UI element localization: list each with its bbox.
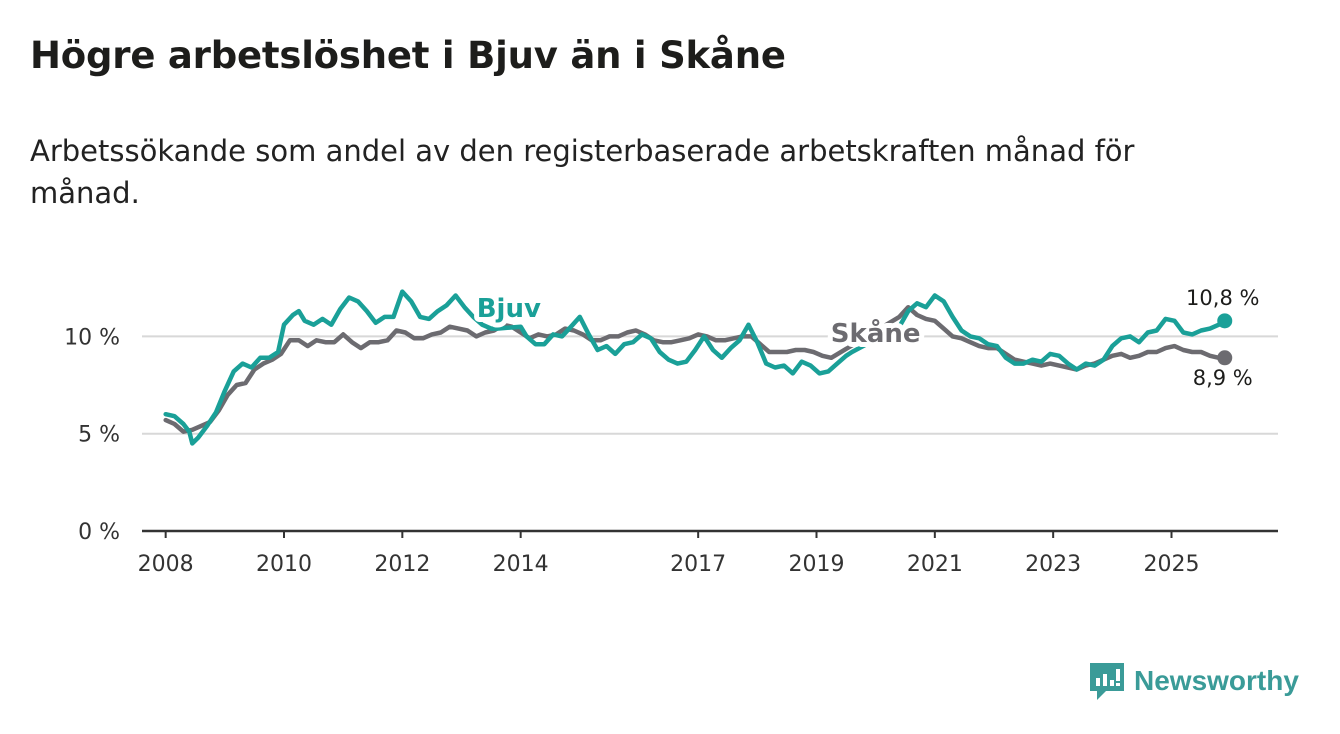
series-endpoint-skne bbox=[1217, 350, 1233, 366]
x-tick-label: 2012 bbox=[374, 552, 430, 577]
end-value-label-bjuv: 10,8 % bbox=[1186, 286, 1259, 310]
series-label-skne: Skåne bbox=[831, 317, 921, 349]
chart-subtitle: Arbetssökande som andel av den registerb… bbox=[30, 134, 1135, 210]
x-tick-label: 2014 bbox=[493, 552, 549, 577]
series-endpoint-bjuv bbox=[1217, 313, 1233, 329]
series-label-bjuv: Bjuv bbox=[477, 294, 541, 324]
x-tick-label: 2021 bbox=[907, 552, 963, 577]
series-label-halo: Bjuv bbox=[477, 294, 541, 324]
x-tick-label: 2008 bbox=[138, 552, 194, 577]
y-tick-label: 5 % bbox=[78, 423, 120, 448]
x-tick-label: 2025 bbox=[1144, 552, 1200, 577]
x-tick-label: 2023 bbox=[1025, 552, 1081, 577]
series-layer bbox=[163, 289, 1233, 446]
y-tick-label: 10 % bbox=[64, 325, 120, 350]
chart-title: Högre arbetslöshet i Bjuv än i Skåne bbox=[30, 34, 786, 77]
series-line-bjuv bbox=[163, 289, 1228, 446]
x-tick-label: 2019 bbox=[789, 552, 845, 577]
x-axis-ticks: 2008 2010 2012 2014 2017 2019 2021 2023 2025 bbox=[138, 531, 1200, 577]
y-axis-ticks: 0 % 5 % 10 % bbox=[64, 325, 120, 545]
series-label-halo: Skåne bbox=[831, 317, 921, 349]
series-line-skne bbox=[163, 304, 1228, 434]
brand-name: Newsworthy bbox=[1134, 665, 1299, 696]
x-tick-label: 2017 bbox=[670, 552, 726, 577]
newsworthy-logo-icon bbox=[1090, 663, 1124, 700]
brand: Newsworthy bbox=[1088, 660, 1299, 702]
x-tick-label: 2010 bbox=[256, 552, 312, 577]
end-value-label-skne: 8,9 % bbox=[1193, 366, 1253, 390]
y-tick-label: 0 % bbox=[78, 520, 120, 545]
